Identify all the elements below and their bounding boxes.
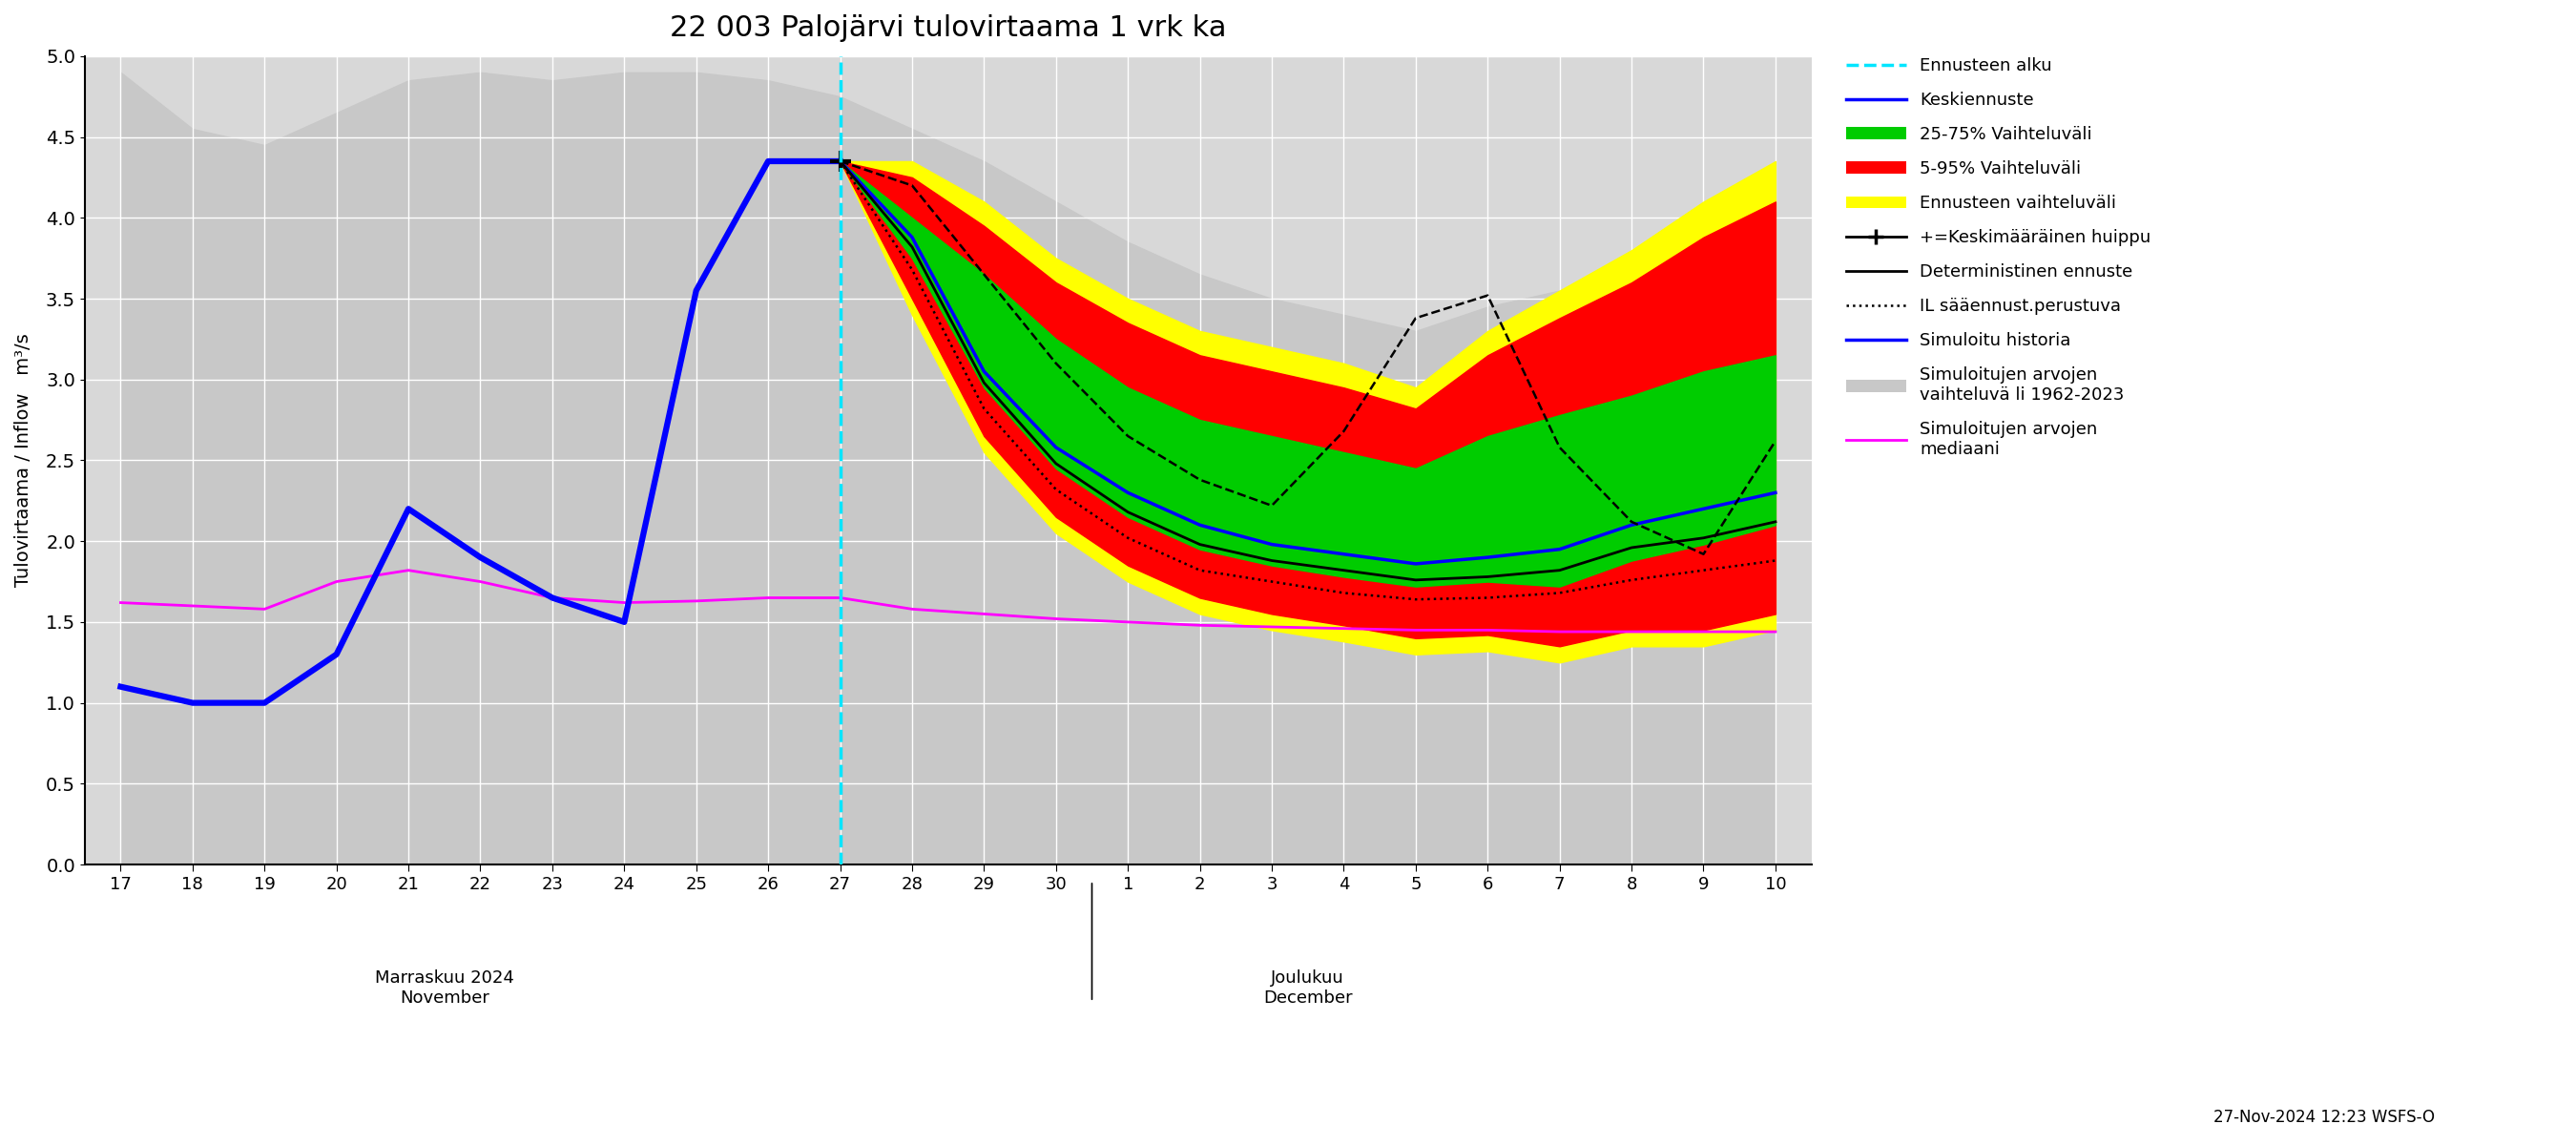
Y-axis label: Tulovirtaama / Inflow   m³/s: Tulovirtaama / Inflow m³/s [15,333,33,587]
Text: Marraskuu 2024
November: Marraskuu 2024 November [376,970,515,1006]
Text: 27-Nov-2024 12:23 WSFS-O: 27-Nov-2024 12:23 WSFS-O [2213,1108,2434,1126]
Text: Joulukuu
December: Joulukuu December [1262,970,1352,1006]
Legend: Ennusteen alku, Keskiennuste, 25-75% Vaihteluväli, 5-95% Vaihteluväli, Ennusteen: Ennusteen alku, Keskiennuste, 25-75% Vai… [1837,48,2159,467]
Title: 22 003 Palojärvi tulovirtaama 1 vrk ka: 22 003 Palojärvi tulovirtaama 1 vrk ka [670,14,1226,42]
